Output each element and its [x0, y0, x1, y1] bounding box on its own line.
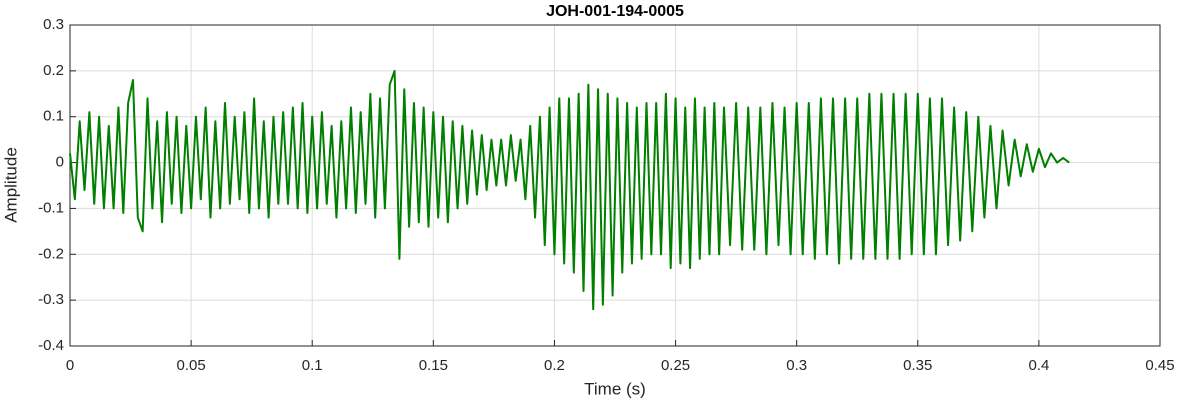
x-tick-label: 0.15 [419, 357, 448, 374]
y-tick-label: -0.3 [38, 291, 64, 308]
x-axis-label: Time (s) [584, 379, 646, 398]
y-tick-label: 0.2 [43, 62, 64, 79]
y-tick-label: -0.1 [38, 199, 64, 216]
y-tick-label: -0.4 [38, 337, 64, 354]
x-tick-label: 0.45 [1145, 357, 1174, 374]
x-tick-label: 0.2 [544, 357, 565, 374]
x-tick-label: 0 [66, 357, 74, 374]
y-tick-label: -0.2 [38, 245, 64, 262]
y-tick-label: 0.1 [43, 108, 64, 125]
y-tick-label: 0.3 [43, 16, 64, 33]
chart-title: JOH-001-194-0005 [546, 3, 684, 20]
x-tick-label: 0.05 [177, 357, 206, 374]
x-tick-label: 0.35 [903, 357, 932, 374]
x-tick-label: 0.4 [1028, 357, 1049, 374]
x-tick-label: 0.25 [661, 357, 690, 374]
y-axis-label: Amplitude [1, 147, 20, 223]
waveform-line [69, 69, 1070, 311]
x-tick-label: 0.1 [302, 357, 323, 374]
x-tick-label: 0.3 [786, 357, 807, 374]
y-tick-label: 0 [56, 154, 64, 171]
plot-frame [69, 24, 1161, 347]
